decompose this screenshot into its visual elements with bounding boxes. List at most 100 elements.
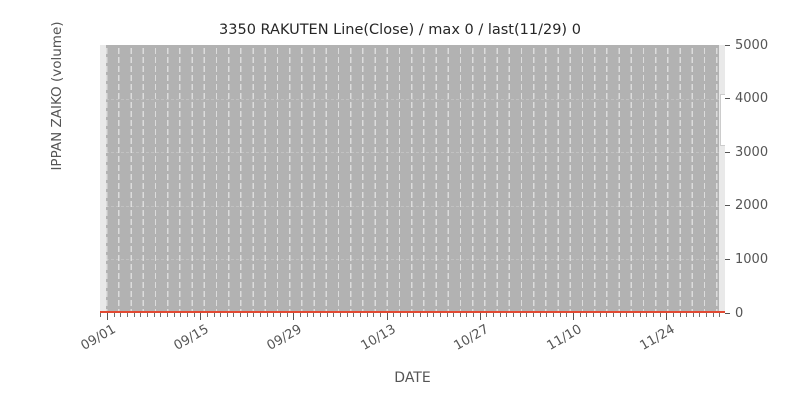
x-axis-minor-tick (579, 313, 581, 317)
x-axis-minor-tick (220, 313, 222, 317)
x-axis-minor-tick (413, 313, 415, 317)
x-axis-minor-tick (366, 313, 368, 317)
x-axis-minor-tick (146, 313, 148, 317)
x-axis-major-tick (573, 313, 574, 320)
x-axis-minor-tick (213, 313, 215, 317)
y-axis: 0 1000 2000 3000 4000 5000 (725, 38, 800, 321)
x-axis-minor-tick (519, 313, 521, 317)
x-axis-minor-tick (280, 313, 282, 317)
y-tick-label: 3000 (735, 144, 769, 160)
x-axis-minor-tick (646, 313, 648, 317)
horizontal-gridlines (106, 45, 719, 313)
x-axis-minor-tick (313, 313, 315, 317)
x-axis-minor-tick (326, 313, 328, 317)
x-axis-minor-tick (586, 313, 588, 317)
x-axis-minor-tick (566, 313, 568, 317)
y-tick-label: 4000 (735, 91, 769, 107)
x-axis-minor-tick (592, 313, 594, 317)
x-axis-minor-tick (493, 313, 495, 317)
x-axis-minor-tick (306, 313, 308, 317)
x-axis-minor-tick (273, 313, 275, 317)
x-axis-minor-tick (486, 313, 488, 317)
x-axis-minor-tick (233, 313, 235, 317)
x-axis-minor-tick (359, 313, 361, 317)
x-axis-minor-tick (160, 313, 162, 317)
x-axis-minor-tick (599, 313, 601, 317)
x-axis-minor-tick (606, 313, 608, 317)
x-axis-minor-tick (686, 313, 688, 317)
y-tick-mark-icon (725, 312, 730, 314)
x-axis-minor-tick (533, 313, 535, 317)
y-tick-mark-icon (725, 44, 730, 46)
horizontal-gridline (106, 259, 719, 261)
x-axis-major-tick (107, 313, 108, 320)
x-axis-minor-tick (692, 313, 694, 317)
x-axis-ticks (100, 313, 725, 321)
x-axis-minor-tick (499, 313, 501, 317)
x-axis-minor-tick (672, 313, 674, 317)
x-axis-minor-tick (406, 313, 408, 317)
y-tick-label: 0 (735, 305, 744, 321)
x-axis-minor-tick (379, 313, 381, 317)
x-axis-minor-tick (173, 313, 175, 317)
x-axis-minor-tick (433, 313, 435, 317)
x-axis-minor-tick (140, 313, 142, 317)
x-axis-minor-tick (133, 313, 135, 317)
x-axis-minor-tick (553, 313, 555, 317)
x-axis-minor-tick (240, 313, 242, 317)
y-axis-tick: 4000 (725, 91, 768, 107)
x-axis-minor-tick (513, 313, 515, 317)
plot-area: ZAIKO SMA5 (100, 45, 725, 313)
x-axis-minor-tick (226, 313, 228, 317)
x-axis-minor-tick (506, 313, 508, 317)
chart-legend: ZAIKO SMA5 (720, 94, 725, 146)
x-axis-minor-tick (100, 313, 102, 317)
x-axis-minor-tick (679, 313, 681, 317)
x-tick-label: 10/27 (451, 322, 492, 354)
x-axis-minor-tick (659, 313, 661, 317)
y-tick-label: 1000 (735, 251, 769, 267)
y-tick-mark-icon (725, 151, 730, 153)
x-axis-minor-tick (373, 313, 375, 317)
x-axis-minor-tick (712, 313, 714, 317)
x-axis-minor-tick (186, 313, 188, 317)
horizontal-gridline (106, 152, 719, 154)
x-axis-minor-tick (120, 313, 122, 317)
y-tick-mark-icon (725, 258, 730, 260)
x-tick-label: 09/15 (171, 322, 212, 354)
x-axis-minor-tick (286, 313, 288, 317)
x-axis-minor-tick (333, 313, 335, 317)
x-axis-minor-tick (320, 313, 322, 317)
x-axis-minor-tick (426, 313, 428, 317)
y-axis-tick: 0 (725, 305, 743, 321)
x-axis-minor-tick (340, 313, 341, 317)
x-axis-minor-tick (126, 313, 128, 317)
chart-title: 3350 RAKUTEN Line(Close) / max 0 / last(… (219, 22, 581, 38)
x-tick-label: 11/24 (637, 322, 678, 354)
y-tick-mark-icon (725, 205, 730, 207)
x-tick-label: 09/01 (78, 322, 119, 354)
y-tick-mark-icon (725, 98, 730, 100)
x-axis-minor-tick (419, 313, 421, 317)
x-axis-minor-tick (266, 313, 268, 317)
x-axis-minor-tick (559, 313, 561, 317)
x-axis-major-tick (200, 313, 202, 320)
series-line-zaiko (100, 311, 725, 313)
x-axis-minor-tick (393, 313, 395, 317)
y-axis-tick: 2000 (725, 198, 768, 214)
x-axis-major-tick (479, 313, 481, 320)
y-axis-tick: 3000 (725, 144, 768, 160)
x-axis-minor-tick (353, 313, 355, 317)
y-axis-label: IPPAN ZAIKO (volume) (49, 21, 65, 171)
x-axis-minor-tick (113, 313, 115, 317)
x-axis-minor-tick (453, 313, 455, 317)
x-tick-label: 11/10 (544, 322, 585, 354)
x-axis-minor-tick (626, 313, 628, 317)
y-tick-label: 2000 (735, 198, 769, 214)
x-axis-label: DATE (394, 370, 431, 386)
x-axis-minor-tick (300, 313, 302, 317)
x-axis-minor-tick (253, 313, 255, 317)
x-axis-major-tick (293, 313, 295, 320)
gridline-dash-mask (106, 45, 719, 313)
